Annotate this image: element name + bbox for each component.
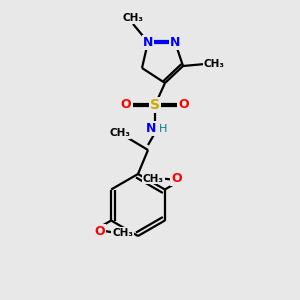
Text: S: S [150,98,160,112]
Text: O: O [94,225,105,238]
Text: O: O [179,98,189,112]
Text: N: N [170,35,180,49]
Text: CH₃: CH₃ [110,128,130,138]
Text: O: O [171,172,182,185]
Text: H: H [159,124,167,134]
Text: O: O [121,98,131,112]
Text: CH₃: CH₃ [122,13,143,23]
Text: N: N [143,35,153,49]
Text: CH₃: CH₃ [143,173,164,184]
Text: CH₃: CH₃ [112,227,133,238]
Text: N: N [146,122,156,134]
Text: CH₃: CH₃ [203,59,224,69]
